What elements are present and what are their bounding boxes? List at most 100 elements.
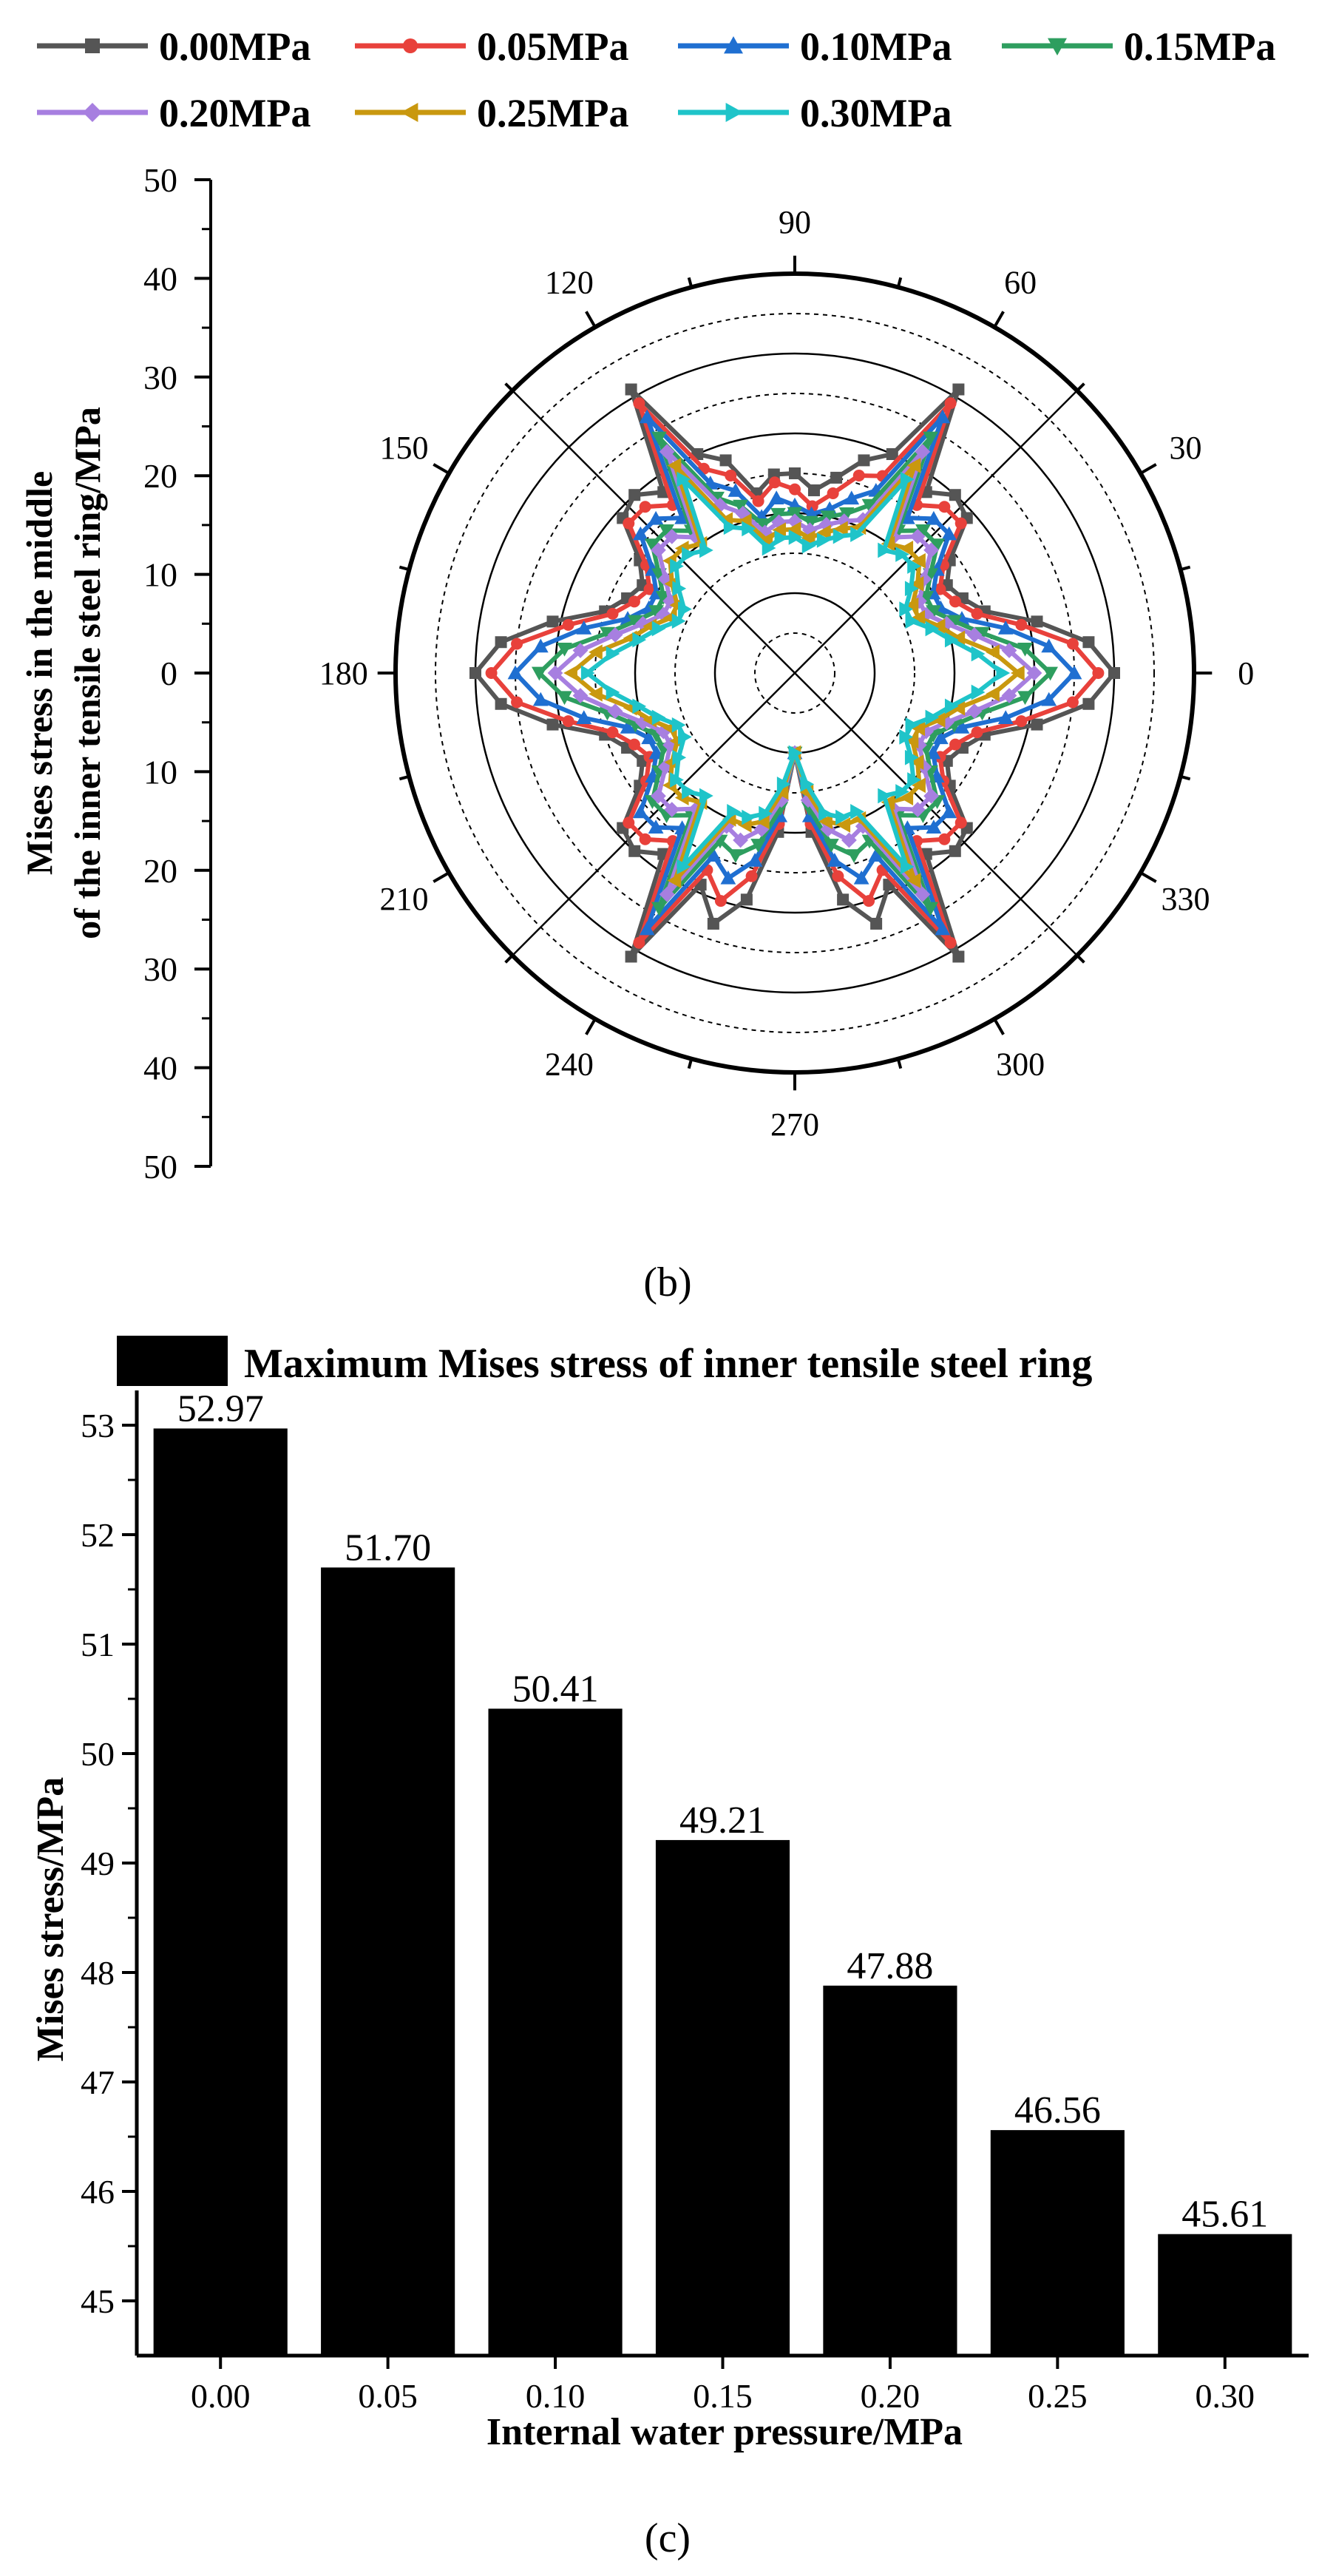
polar-data-point	[971, 726, 983, 739]
polar-data-point	[682, 784, 696, 799]
bar-x-tick-label: 0.15	[693, 2377, 753, 2415]
polar-data-point	[547, 665, 563, 681]
bar-value-label: 51.70	[345, 1527, 431, 1569]
bar-y-tick-label: 51	[81, 1626, 115, 1663]
polar-spoke	[512, 390, 796, 674]
polar-data-point	[915, 444, 931, 460]
polar-data-point	[623, 517, 635, 530]
bar-value-label: 47.88	[847, 1945, 933, 1987]
bar-y-tick-label: 52	[81, 1516, 115, 1554]
polar-data-point	[935, 921, 951, 936]
polar-data-point	[632, 632, 647, 648]
polar-data-point	[846, 849, 862, 863]
polar-data-point	[671, 613, 686, 629]
bar-y-tick-label: 45	[81, 2282, 115, 2320]
polar-data-point	[1017, 691, 1033, 706]
bar-value-label: 46.56	[1014, 2089, 1101, 2132]
polar-data-point	[954, 720, 970, 734]
polar-data-point	[664, 529, 680, 544]
polar-data-point	[762, 540, 776, 556]
polar-data-point	[900, 471, 915, 487]
bar-y-tick-label: 46	[81, 2173, 115, 2211]
polar-data-point	[915, 886, 931, 902]
polar-data-point	[589, 644, 603, 660]
polar-data-point	[659, 444, 675, 460]
legend-label: 0.10MPa	[800, 24, 952, 69]
polar-series-group	[469, 383, 1120, 963]
polar-data-point	[899, 790, 914, 805]
polar-data-point	[639, 409, 655, 424]
polar-data-point	[870, 917, 883, 930]
polar-data-point	[938, 501, 951, 513]
polar-data-point	[878, 788, 892, 804]
radial-tick-label: 40	[143, 1049, 177, 1087]
polar-data-point	[1042, 666, 1058, 681]
polar-data-point	[789, 467, 801, 479]
legend-item: 0.20MPa	[37, 91, 311, 135]
polar-data-point	[677, 859, 691, 875]
polar-data-point	[546, 718, 559, 731]
polar-data-point	[926, 819, 942, 834]
polar-data-point	[905, 613, 920, 629]
polar-data-point	[469, 667, 481, 679]
polar-grid	[377, 255, 1213, 1091]
polar-angle-tick	[1076, 954, 1085, 964]
legend-marker	[725, 103, 743, 122]
polar-angle-tick	[399, 774, 410, 781]
legend-item: 0.15MPa	[1002, 24, 1275, 69]
polar-series	[532, 431, 1058, 916]
polar-data-point	[944, 698, 959, 714]
polar-data-point	[904, 749, 919, 765]
polar-data-point	[951, 630, 966, 646]
polar-data-point	[1015, 618, 1028, 631]
polar-data-point	[651, 709, 666, 726]
polar-data-point	[931, 618, 946, 634]
polar-data-point	[836, 817, 851, 833]
polar-data-point	[728, 849, 744, 863]
radial-tick-label: 10	[143, 556, 177, 594]
polar-angle-tick	[433, 871, 450, 883]
polar-data-point	[788, 530, 803, 545]
radial-tick-label: 30	[143, 950, 177, 988]
polar-data-point	[904, 581, 919, 597]
polar-data-point	[600, 626, 615, 641]
polar-data-point	[823, 839, 839, 853]
polar-data-point	[1082, 697, 1095, 710]
polar-data-point	[925, 709, 940, 726]
polar-data-point	[747, 853, 763, 867]
polar-data-point	[911, 593, 927, 609]
polar-data-point	[1011, 665, 1025, 681]
polar-data-point	[699, 542, 713, 558]
polar-data-point	[926, 510, 942, 525]
polar-data-point	[878, 542, 892, 558]
polar-data-point	[801, 530, 815, 546]
polar-data-point	[682, 547, 696, 562]
polar-data-point	[639, 921, 655, 936]
angle-tick-label: 150	[380, 430, 429, 466]
polar-data-point	[996, 665, 1011, 681]
polar-data-point	[909, 802, 926, 817]
polar-data-point	[1066, 696, 1079, 709]
bar-value-label: 45.61	[1181, 2194, 1268, 2236]
polar-spoke	[794, 672, 1078, 956]
polar-data-point	[944, 936, 957, 949]
polar-spoke	[512, 672, 796, 956]
polar-data-point	[1108, 667, 1120, 679]
polar-data-point	[818, 814, 833, 830]
polar-data-point	[752, 495, 764, 507]
bar	[488, 1708, 623, 2356]
polar-data-point	[774, 530, 789, 546]
polar-data-point	[772, 522, 786, 538]
polar-data-point	[572, 688, 589, 703]
polar-data-point	[485, 667, 498, 679]
polar-grid-ring	[674, 552, 915, 794]
legend-item: 0.30MPa	[678, 91, 952, 135]
polar-data-point	[904, 733, 919, 749]
panel-label-c: (c)	[645, 2515, 691, 2561]
polar-data-point	[905, 717, 920, 733]
angle-tick-label: 90	[779, 204, 811, 240]
polar-data-point	[607, 703, 623, 720]
bar-value-label: 50.41	[512, 1668, 599, 1710]
polar-data-point	[952, 383, 965, 396]
legend-label: 0.25MPa	[477, 91, 628, 135]
